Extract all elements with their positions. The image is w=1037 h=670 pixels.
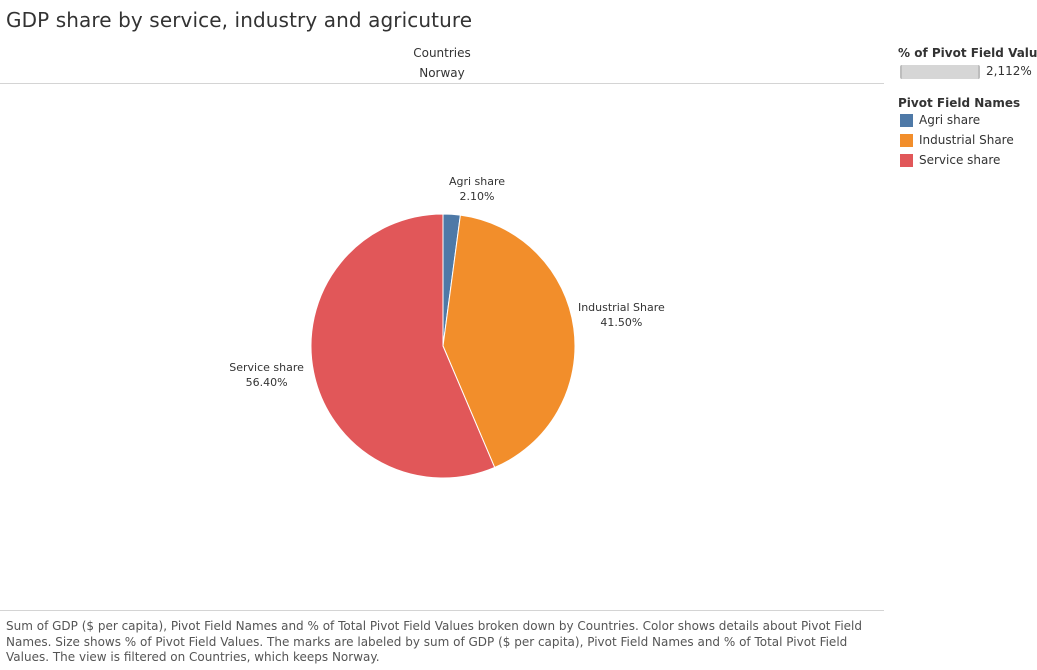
legend-swatch — [900, 153, 913, 167]
legend-item[interactable]: Service share — [900, 150, 1033, 170]
size-legend[interactable]: 2,112% — [898, 63, 1033, 81]
pie-slice[interactable] — [442, 214, 576, 469]
legend-panel: % of Pivot Field Values 2,112% Pivot Fie… — [898, 46, 1037, 170]
legend-swatch — [900, 113, 913, 127]
color-legend: Agri share Industrial Share Service share — [898, 110, 1033, 170]
footer-divider — [0, 610, 884, 611]
size-legend-bar — [900, 65, 980, 79]
legend-swatch — [900, 133, 913, 147]
legend-item[interactable]: Industrial Share — [900, 130, 1033, 150]
size-legend-value: 2,112% — [986, 64, 1032, 78]
slice-label: Industrial Share 41.50% — [578, 300, 665, 330]
slice-label: Service share 56.40% — [229, 360, 304, 390]
chart-caption: Sum of GDP ($ per capita), Pivot Field N… — [6, 619, 862, 664]
slice-label-name: Service share — [229, 360, 304, 374]
slice-label: Agri share 2.10% — [449, 174, 505, 204]
slice-label-name: Agri share — [448, 175, 506, 188]
pie-chart — [310, 213, 576, 479]
header-divider — [0, 83, 884, 84]
legend-label: Service share — [919, 153, 1001, 167]
color-legend-title: Pivot Field Names — [898, 96, 1021, 110]
pie-slice[interactable] — [310, 213, 496, 479]
column-header-field[interactable]: Countries — [413, 46, 471, 60]
column-header: Countries Norway — [0, 44, 884, 84]
legend-label: Agri share — [919, 113, 981, 127]
slice-label-name: Industrial Share — [577, 300, 665, 314]
chart-title: GDP share by service, industry and agric… — [6, 8, 473, 32]
size-legend-title: % of Pivot Field Values — [898, 46, 1037, 60]
legend-label: Industrial Share — [919, 133, 1014, 147]
column-header-value[interactable]: Norway — [419, 66, 465, 80]
legend-item[interactable]: Agri share — [900, 110, 1033, 130]
slice-label-value: 2.10% — [459, 190, 495, 203]
slice-label-value: 56.40% — [245, 375, 288, 389]
slice-label-value: 41.50% — [600, 315, 643, 329]
pie-chart-area: Agri share 2.10% Industrial Share 41.50% Ser… — [0, 84, 884, 609]
